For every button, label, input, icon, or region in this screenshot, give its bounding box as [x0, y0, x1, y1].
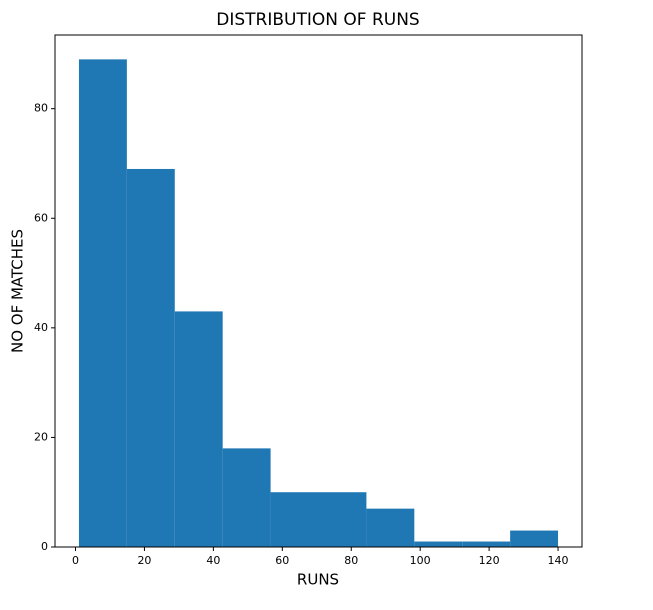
y-tick-label: 0 — [41, 540, 48, 553]
y-tick-label: 60 — [34, 211, 48, 224]
bar — [318, 492, 367, 547]
bar — [462, 541, 511, 547]
bar — [414, 541, 463, 547]
x-tick-label: 80 — [344, 554, 358, 567]
x-tick-label: 60 — [275, 554, 289, 567]
x-tick-label: 140 — [548, 554, 569, 567]
y-tick-label: 80 — [34, 102, 48, 115]
chart-title: DISTRIBUTION OF RUNS — [216, 10, 419, 30]
bar — [174, 311, 223, 547]
x-tick-label: 0 — [72, 554, 79, 567]
bar — [510, 530, 559, 547]
x-axis-label: RUNS — [297, 571, 339, 589]
bar — [78, 59, 127, 547]
y-tick-label: 20 — [34, 430, 48, 443]
x-tick-label: 120 — [479, 554, 500, 567]
bar — [366, 508, 415, 547]
bar — [126, 168, 175, 548]
x-tick-label: 100 — [410, 554, 431, 567]
plot-frame — [54, 34, 583, 548]
bar — [270, 492, 319, 547]
y-tick-label: 40 — [34, 321, 48, 334]
x-tick-label: 40 — [206, 554, 220, 567]
x-tick-label: 20 — [137, 554, 151, 567]
y-axis-label: NO OF MATCHES — [9, 229, 27, 353]
bar — [222, 448, 271, 547]
